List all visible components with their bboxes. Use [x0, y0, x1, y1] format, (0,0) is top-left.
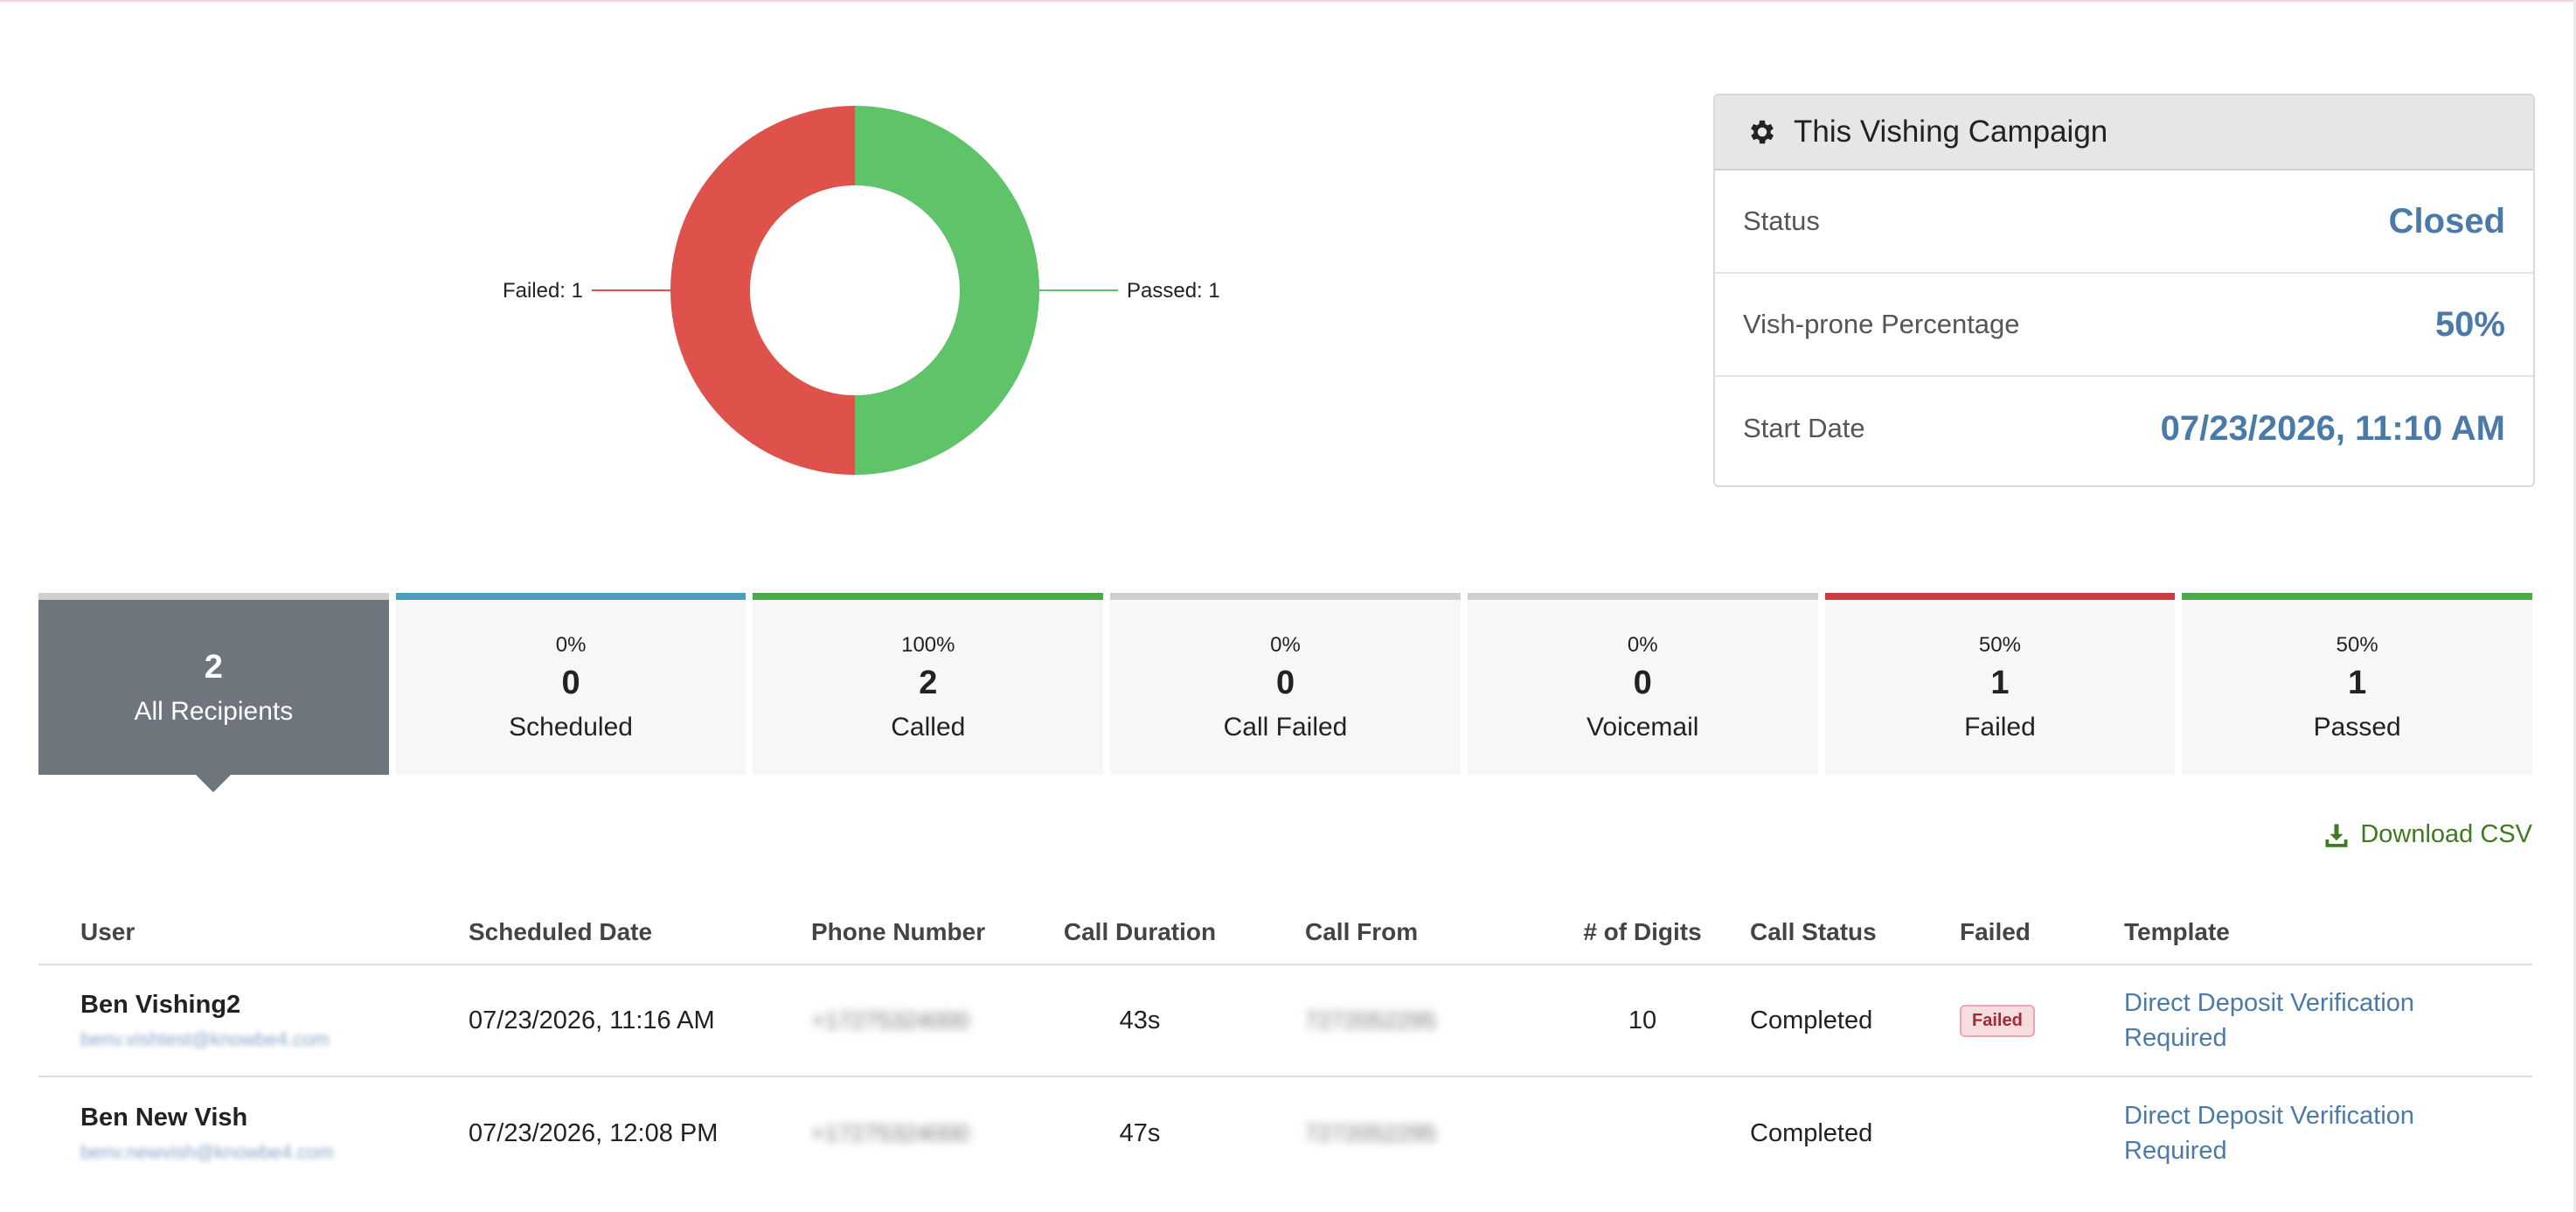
stat-label: All Recipients — [134, 696, 294, 726]
user-email-link[interactable]: benv.newvish@knowbe4.com — [80, 1140, 334, 1163]
column-header-failed[interactable]: Failed — [1960, 918, 2031, 945]
failed-badge: Failed — [1960, 1004, 2035, 1037]
campaign-panel-title: This Vishing Campaign — [1794, 115, 2108, 149]
stat-count: 0 — [1633, 664, 1652, 701]
user-cell: Ben Vishing2 benv.vishtest@knowbe4.com — [80, 965, 330, 1076]
phone-number-cell: +17275324000 — [811, 1077, 969, 1189]
status-row: Status Closed — [1715, 171, 2533, 274]
stat-label: Call Failed — [1223, 712, 1348, 742]
gear-icon — [1751, 120, 1774, 144]
user-cell: Ben New Vish benv.newvish@knowbe4.com — [80, 1077, 334, 1189]
status-value: Closed — [2388, 201, 2505, 240]
column-header-digits[interactable]: # of Digits — [1583, 918, 1702, 945]
donut-slice-passed — [855, 106, 1039, 475]
call-duration-cell: 47s — [1119, 1118, 1161, 1147]
stat-percentage: 0% — [1270, 632, 1301, 657]
user-name: Ben Vishing2 — [80, 990, 241, 1019]
call-from-value: 7272052295 — [1305, 1119, 1437, 1146]
column-header-call-from[interactable]: Call From — [1305, 918, 1419, 945]
stat-label: Scheduled — [509, 712, 633, 742]
table-row: Ben New Vish benv.newvish@knowbe4.com 07… — [38, 1077, 2532, 1189]
filter-scheduled[interactable]: 0% 0 Scheduled — [395, 593, 746, 775]
filter-call-failed[interactable]: 0% 0 Call Failed — [1110, 593, 1461, 775]
stat-percentage: 0% — [555, 632, 587, 657]
phone-number-value: +17275324000 — [811, 1119, 969, 1146]
template-cell: Direct Deposit Verification Required — [2124, 1077, 2500, 1189]
download-csv-button[interactable]: Download CSV — [2323, 820, 2532, 849]
template-cell: Direct Deposit Verification Required — [2124, 965, 2500, 1076]
campaign-panel: This Vishing Campaign Status Closed Vish… — [1713, 94, 2535, 487]
donut-label: Failed: 1 — [503, 279, 583, 303]
column-header-phone-number[interactable]: Phone Number — [811, 918, 986, 945]
filter-passed[interactable]: 50% 1 Passed — [2182, 593, 2533, 775]
stat-percentage: 50% — [1978, 632, 2021, 657]
stat-count: 2 — [919, 664, 938, 701]
user-email-link[interactable]: benv.vishtest@knowbe4.com — [80, 1027, 330, 1050]
digits-cell — [1542, 1077, 1743, 1189]
status-label: Status — [1743, 205, 1820, 236]
digits-cell: 10 — [1628, 1006, 1657, 1034]
failed-cell: Failed — [1960, 965, 2035, 1076]
column-header-call-duration[interactable]: Call Duration — [1063, 918, 1217, 945]
table-row: Ben Vishing2 benv.vishtest@knowbe4.com 0… — [38, 965, 2532, 1077]
download-icon — [2325, 824, 2348, 847]
top-border — [0, 0, 2576, 2]
template-link[interactable]: Direct Deposit Verification Required — [2124, 1102, 2415, 1165]
stat-label: Called — [891, 712, 966, 742]
vish-prone-value: 50% — [2434, 304, 2505, 344]
call-duration-cell: 43s — [1119, 1006, 1161, 1034]
stat-label: Passed — [2313, 712, 2401, 742]
scheduled-date-cell: 07/23/2026, 12:08 PM — [469, 1118, 719, 1147]
stat-percentage: 0% — [1627, 632, 1658, 657]
start-date-value: 07/23/2026, 11:10 AM — [2160, 408, 2505, 448]
stat-count: 1 — [1990, 664, 2010, 701]
call-from-cell: 7272052295 — [1305, 1077, 1436, 1189]
call-status-cell: Completed — [1750, 1006, 1873, 1034]
stat-count: 1 — [2348, 664, 2367, 701]
recipient-status-filters: 2 All Recipients 0% 0 Scheduled 100% 2 C… — [38, 593, 2533, 792]
download-csv-label: Download CSV — [2360, 820, 2532, 848]
filter-all-recipients[interactable]: 2 All Recipients — [38, 593, 389, 792]
stat-count: 0 — [1275, 664, 1295, 701]
donut-slice-failed — [670, 106, 855, 475]
start-date-label: Start Date — [1743, 413, 1865, 443]
phone-number-value: +17275324000 — [811, 1007, 969, 1034]
stat-count: 0 — [561, 664, 580, 701]
vish-prone-label: Vish-prone Percentage — [1743, 309, 2020, 339]
phone-number-cell: +17275324000 — [811, 965, 969, 1076]
column-header-scheduled-date[interactable]: Scheduled Date — [469, 918, 653, 945]
campaign-panel-header: This Vishing Campaign — [1715, 95, 2533, 171]
stat-percentage: 50% — [2336, 632, 2378, 657]
scheduled-date-cell: 07/23/2026, 11:16 AM — [469, 1006, 715, 1034]
call-status-cell: Completed — [1750, 1118, 1873, 1147]
stat-count: 2 — [204, 648, 223, 686]
column-header-user[interactable]: User — [80, 918, 135, 945]
scrollbar-track[interactable] — [2573, 0, 2576, 1212]
column-header-template[interactable]: Template — [2124, 918, 2230, 945]
vish-prone-row: Vish-prone Percentage 50% — [1715, 274, 2533, 377]
donut-label: Passed: 1 — [1127, 279, 1220, 303]
recipients-table: User Scheduled Date Phone Number Call Du… — [38, 901, 2532, 1189]
template-link[interactable]: Direct Deposit Verification Required — [2124, 989, 2415, 1052]
call-from-cell: 7272052295 — [1305, 965, 1436, 1076]
table-header: User Scheduled Date Phone Number Call Du… — [38, 901, 2532, 965]
stat-percentage: 100% — [901, 632, 955, 657]
start-date-row: Start Date 07/23/2026, 11:10 AM — [1715, 377, 2533, 480]
stat-label: Failed — [1964, 712, 2036, 742]
call-from-value: 7272052295 — [1305, 1007, 1437, 1034]
stat-label: Voicemail — [1587, 712, 1699, 742]
filter-voicemail[interactable]: 0% 0 Voicemail — [1467, 593, 1818, 775]
filter-called[interactable]: 100% 2 Called — [753, 593, 1104, 775]
column-header-call-status[interactable]: Call Status — [1750, 918, 1877, 945]
results-donut-chart: Passed: 1 Failed: 1 — [490, 87, 1276, 498]
filter-failed[interactable]: 50% 1 Failed — [1824, 593, 2176, 775]
user-name: Ben New Vish — [80, 1103, 248, 1132]
